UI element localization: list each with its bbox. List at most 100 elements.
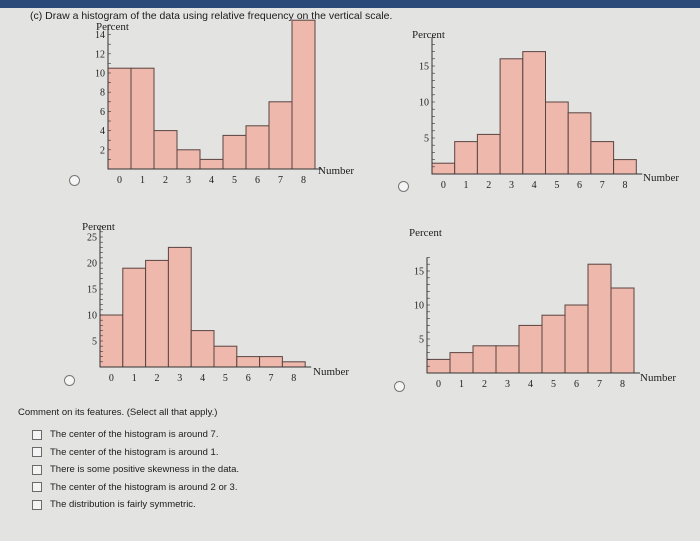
histogram-option-1-radio[interactable] bbox=[69, 175, 80, 186]
x-axis-label: Number bbox=[318, 165, 354, 177]
browser-top-bar bbox=[0, 0, 700, 8]
y-tick-label: 5 bbox=[419, 335, 424, 346]
bar-8 bbox=[610, 287, 635, 374]
y-axis-label: Percent bbox=[96, 21, 129, 33]
x-tick-label: 0 bbox=[441, 180, 446, 191]
bar-6 bbox=[245, 125, 270, 170]
x-tick-label: 7 bbox=[597, 379, 602, 390]
bar-8 bbox=[613, 159, 637, 175]
x-tick-label: 3 bbox=[186, 175, 191, 186]
histogram-option-3-radio[interactable] bbox=[64, 375, 75, 386]
x-tick-label: 5 bbox=[551, 379, 556, 390]
y-tick-label: 5 bbox=[92, 337, 97, 348]
x-tick-label: 3 bbox=[509, 180, 514, 191]
comments-heading: Comment on its features. (Select all tha… bbox=[18, 407, 218, 418]
checkbox[interactable] bbox=[32, 464, 42, 475]
bar-1 bbox=[454, 141, 478, 175]
bar-5 bbox=[545, 101, 569, 175]
x-axis-label: Number bbox=[640, 372, 676, 384]
bar-4 bbox=[522, 51, 547, 175]
y-tick-label: 12 bbox=[95, 49, 105, 60]
histogram-4[interactable]: Percent 5 10 15 0 1 2 3 4 5 6 7 8 Number bbox=[400, 222, 700, 402]
bar-4 bbox=[190, 330, 215, 368]
bar-3 bbox=[495, 345, 520, 374]
y-tick-label: 15 bbox=[414, 267, 424, 278]
bar-5 bbox=[222, 134, 247, 170]
x-tick-label: 3 bbox=[177, 373, 182, 384]
x-tick-label: 1 bbox=[459, 379, 464, 390]
bar-0 bbox=[426, 358, 451, 374]
x-tick-label: 7 bbox=[269, 373, 274, 384]
comments-section: Comment on its features. (Select all tha… bbox=[18, 407, 239, 514]
option-center-around-2-or-3[interactable]: The center of the histogram is around 2 … bbox=[18, 479, 239, 497]
x-tick-label: 6 bbox=[246, 373, 251, 384]
bar-3 bbox=[499, 58, 524, 175]
bar-1 bbox=[449, 352, 474, 374]
y-axis-label: Percent bbox=[82, 221, 115, 233]
y-tick-label: 2 bbox=[100, 145, 105, 156]
x-tick-label: 1 bbox=[132, 373, 137, 384]
y-axis-label: Percent bbox=[409, 227, 442, 239]
bar-1 bbox=[122, 267, 147, 368]
y-tick-label: 8 bbox=[100, 88, 105, 99]
bar-7 bbox=[590, 141, 615, 175]
x-tick-label: 2 bbox=[486, 180, 491, 191]
x-tick-label: 1 bbox=[140, 175, 145, 186]
x-tick-label: 1 bbox=[464, 180, 469, 191]
bar-2 bbox=[476, 133, 501, 175]
y-tick-label: 10 bbox=[414, 301, 424, 312]
y-tick-label: 25 bbox=[87, 233, 97, 244]
x-tick-label: 7 bbox=[600, 180, 605, 191]
bar-4 bbox=[199, 158, 224, 170]
y-tick-label: 6 bbox=[100, 107, 105, 118]
option-center-around-1[interactable]: The center of the histogram is around 1. bbox=[18, 444, 239, 462]
x-tick-label: 5 bbox=[232, 175, 237, 186]
x-tick-label: 6 bbox=[577, 180, 582, 191]
option-positive-skewness[interactable]: There is some positive skewness in the d… bbox=[18, 461, 239, 479]
bar-5 bbox=[541, 314, 566, 374]
bar-6 bbox=[567, 112, 592, 175]
y-tick-label: 10 bbox=[419, 98, 429, 109]
x-tick-label: 0 bbox=[436, 379, 441, 390]
x-tick-label: 2 bbox=[163, 175, 168, 186]
checkbox[interactable] bbox=[32, 499, 42, 510]
checkbox[interactable] bbox=[32, 447, 42, 458]
x-tick-label: 2 bbox=[482, 379, 487, 390]
x-axis-label: Number bbox=[313, 366, 349, 378]
x-tick-label: 5 bbox=[554, 180, 559, 191]
x-tick-label: 4 bbox=[532, 180, 537, 191]
x-tick-label: 6 bbox=[255, 175, 260, 186]
x-tick-label: 2 bbox=[155, 373, 160, 384]
y-tick-label: 20 bbox=[87, 259, 97, 270]
y-tick-label: 10 bbox=[95, 69, 105, 80]
x-tick-label: 8 bbox=[291, 373, 296, 384]
x-tick-label: 0 bbox=[117, 175, 122, 186]
bar-2 bbox=[145, 259, 169, 368]
histogram-2[interactable]: Percent 5 10 15 0 1 2 3 4 5 6 7 8 Number bbox=[400, 22, 700, 202]
bar-8 bbox=[291, 19, 316, 170]
bar-5 bbox=[213, 345, 238, 368]
bar-2 bbox=[153, 130, 178, 170]
bar-0 bbox=[107, 67, 132, 170]
histogram-option-4-radio[interactable] bbox=[394, 381, 405, 392]
question-text: (c) Draw a histogram of the data using r… bbox=[30, 10, 393, 22]
option-center-around-7[interactable]: The center of the histogram is around 7. bbox=[18, 426, 239, 444]
bar-3 bbox=[167, 246, 192, 368]
bar-3 bbox=[176, 149, 201, 170]
bar-0 bbox=[99, 314, 124, 368]
option-fairly-symmetric[interactable]: The distribution is fairly symmetric. bbox=[18, 496, 239, 514]
x-tick-label: 4 bbox=[200, 373, 205, 384]
checkbox[interactable] bbox=[32, 429, 42, 440]
option-label: The center of the histogram is around 1. bbox=[50, 446, 219, 458]
x-tick-label: 0 bbox=[109, 373, 114, 384]
option-label: The distribution is fairly symmetric. bbox=[50, 499, 196, 511]
histogram-3[interactable]: Percent 5 10 15 20 25 0 1 2 3 4 5 6 7 8 Number bbox=[80, 215, 380, 395]
checkbox[interactable] bbox=[32, 482, 42, 493]
option-label: There is some positive skewness in the d… bbox=[50, 464, 240, 476]
bar-8 bbox=[281, 361, 306, 368]
histogram-option-2-radio[interactable] bbox=[398, 181, 409, 192]
bar-7 bbox=[259, 356, 283, 368]
x-tick-label: 8 bbox=[622, 180, 627, 191]
y-tick-label: 15 bbox=[419, 62, 429, 73]
